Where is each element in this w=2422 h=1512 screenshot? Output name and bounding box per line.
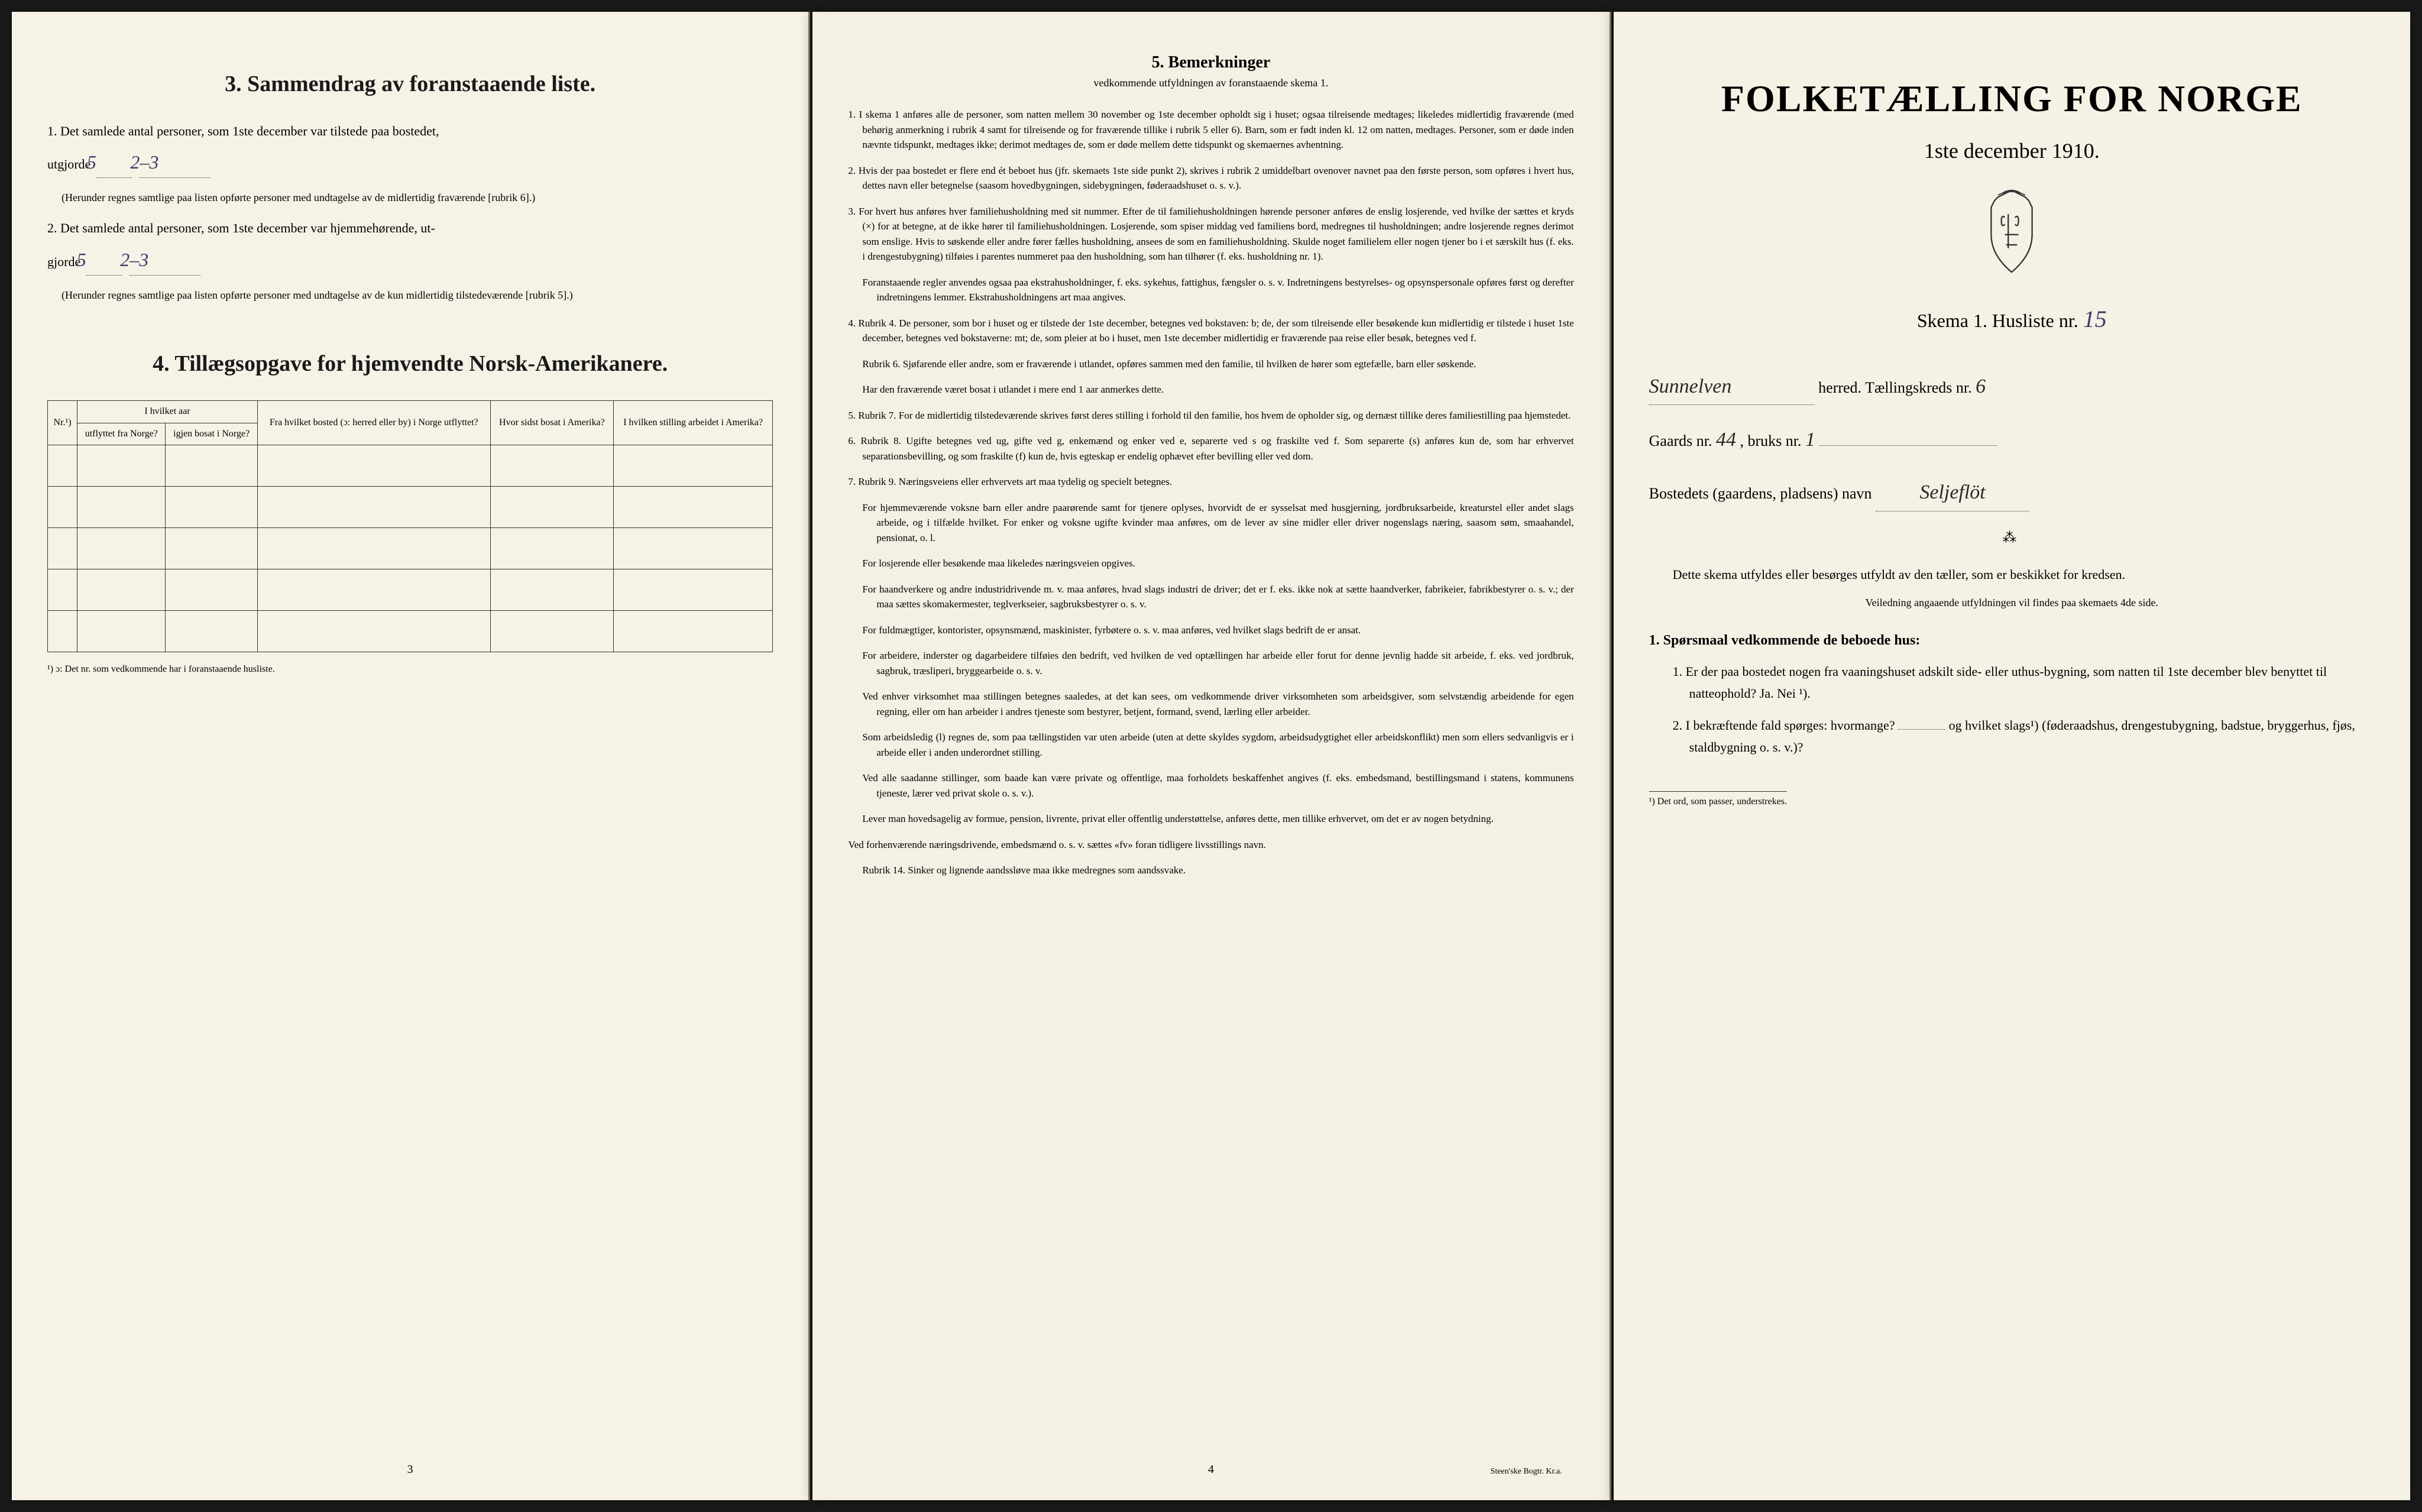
footnote-underline: ¹) Det ord, som passer, understrekes. (1649, 791, 1787, 807)
remark-item: Har den fraværende været bosat i utlande… (848, 382, 1573, 397)
remarks-list: 1. I skema 1 anføres alle de personer, s… (848, 107, 1573, 878)
remark-item: 2. Hvis der paa bostedet er flere end ét… (848, 163, 1573, 193)
herred-line: Sunnelven herred. Tællingskreds nr. 6 (1649, 368, 2375, 405)
remark-item: 4. Rubrik 4. De personer, som bor i huse… (848, 316, 1573, 346)
remark-item: Ved enhver virksomhet maa stillingen bet… (848, 689, 1573, 719)
remark-item: For haandverkere og andre industridriven… (848, 582, 1573, 612)
remark-item: Lever man hovedsagelig av formue, pensio… (848, 811, 1573, 827)
q1-tilstede: 1. Det samlede antal personer, som 1ste … (47, 121, 773, 141)
q2-line2: gjorde 5 2–3 (47, 245, 773, 276)
census-date: 1ste december 1910. (1649, 138, 2375, 163)
section-3-title: 3. Sammendrag av foranstaaende liste. (47, 71, 773, 97)
page-4-remarks: 5. Bemerkninger vedkommende utfyldningen… (812, 12, 1611, 1500)
q2-note: (Herunder regnes samtlige paa listen opf… (61, 287, 773, 303)
section-4-title: 4. Tillægsopgave for hjemvendte Norsk-Am… (47, 351, 773, 377)
bosted-line: Bostedets (gaardens, pladsens) navn Selj… (1649, 474, 2375, 511)
table-row (48, 528, 773, 569)
ornament-divider: ⁂ (1649, 529, 2375, 546)
printer-mark: Steen'ske Bogtr. Kr.a. (1491, 1467, 1562, 1477)
kreds-nr: 6 (1976, 375, 1986, 397)
remark-item: Rubrik 14. Sinker og lignende aandssløve… (848, 863, 1573, 878)
remark-item: Som arbeidsledig (l) regnes de, som paa … (848, 730, 1573, 760)
remark-item: Ved forhenværende næringsdrivende, embed… (848, 837, 1573, 853)
table-row (48, 487, 773, 528)
house-q1: 1. Er der paa bostedet nogen fra vaaning… (1673, 661, 2375, 705)
q1-note: (Herunder regnes samtlige paa listen opf… (61, 190, 773, 206)
q1-text: 1. Det samlede antal personer, som 1ste … (47, 124, 439, 138)
remark-item: For arbeidere, inderster og dagarbeidere… (848, 648, 1573, 678)
coat-of-arms-icon (1976, 187, 2047, 276)
q1-line2: utgjorde 5 2–3 (47, 147, 773, 178)
table-footnote: ¹) ɔ: Det nr. som vedkommende har i fora… (47, 664, 773, 675)
remark-item: 5. Rubrik 7. For de midlertidig tilstede… (848, 408, 1573, 423)
gaard-nr: 44 (1716, 429, 1736, 451)
th-bosted: Fra hvilket bosted (ɔ: herred eller by) … (257, 400, 490, 445)
gaard-line: Gaards nr. 44 , bruks nr. 1 (1649, 422, 2375, 458)
th-stilling: I hvilken stilling arbeidet i Amerika? (614, 400, 773, 445)
th-bosat: igjen bosat i Norge? (166, 423, 257, 445)
th-nr: Nr.¹) (48, 400, 77, 445)
table-row (48, 445, 773, 487)
table-row (48, 611, 773, 652)
remark-item: For losjerende eller besøkende maa likel… (848, 556, 1573, 571)
question-heading: 1. Spørsmaal vedkommende de beboede hus: (1649, 633, 2375, 649)
instruction-2: Veiledning angaaende utfyldningen vil fi… (1649, 597, 2375, 609)
document-spread: 3. Sammendrag av foranstaaende liste. 1.… (12, 12, 2410, 1500)
section-5-sub: vedkommende utfyldningen av foranstaaend… (848, 77, 1573, 89)
house-q2: 2. I bekræftende fald spørges: hvormange… (1673, 714, 2375, 759)
bruk-nr: 1 (1805, 429, 1815, 451)
remark-item: Rubrik 6. Sjøfarende eller andre, som er… (848, 357, 1573, 372)
q1-count2: 2–3 (140, 147, 211, 178)
bosted-value: Seljeflöt (1876, 474, 2029, 511)
th-utflyttet: utflyttet fra Norge? (77, 423, 166, 445)
remark-item: 1. I skema 1 anføres alle de personer, s… (848, 107, 1573, 153)
remark-item: For fuldmægtiger, kontorister, opsynsmæn… (848, 623, 1573, 638)
herred-value: Sunnelven (1649, 368, 1815, 405)
remark-item: 3. For hvert hus anføres hver familiehus… (848, 204, 1573, 264)
remark-item: 6. Rubrik 8. Ugifte betegnes ved ug, gif… (848, 433, 1573, 464)
q2-hjemme: 2. Det samlede antal personer, som 1ste … (47, 218, 773, 238)
th-year: I hvilket aar (77, 400, 258, 423)
remark-item: 7. Rubrik 9. Næringsveiens eller erhverv… (848, 474, 1573, 490)
remark-item: For hjemmeværende voksne barn eller andr… (848, 500, 1573, 546)
emigrant-table: Nr.¹) I hvilket aar Fra hvilket bosted (… (47, 400, 773, 653)
remark-item: Foranstaaende regler anvendes ogsaa paa … (848, 275, 1573, 305)
skema-line: Skema 1. Husliste nr. 15 (1649, 305, 2375, 333)
q2-count1: 5 (86, 245, 122, 276)
th-amerika: Hvor sidst bosat i Amerika? (490, 400, 613, 445)
page-3-summary: 3. Sammendrag av foranstaaende liste. 1.… (12, 12, 810, 1500)
page-1-title: FOLKETÆLLING FOR NORGE 1ste december 191… (1614, 12, 2410, 1500)
section-5-title: 5. Bemerkninger (848, 53, 1573, 72)
remark-item: Ved alle saadanne stillinger, som baade … (848, 770, 1573, 801)
census-title: FOLKETÆLLING FOR NORGE (1649, 77, 2375, 121)
husliste-nr: 15 (2083, 306, 2107, 332)
q2-text: 2. Det samlede antal personer, som 1ste … (47, 221, 435, 235)
q2-count2: 2–3 (129, 245, 200, 276)
page-number-3: 3 (12, 1463, 808, 1477)
table-row (48, 569, 773, 611)
q1-count1: 5 (96, 147, 132, 178)
instruction-1: Dette skema utfyldes eller besørges utfy… (1649, 564, 2375, 585)
